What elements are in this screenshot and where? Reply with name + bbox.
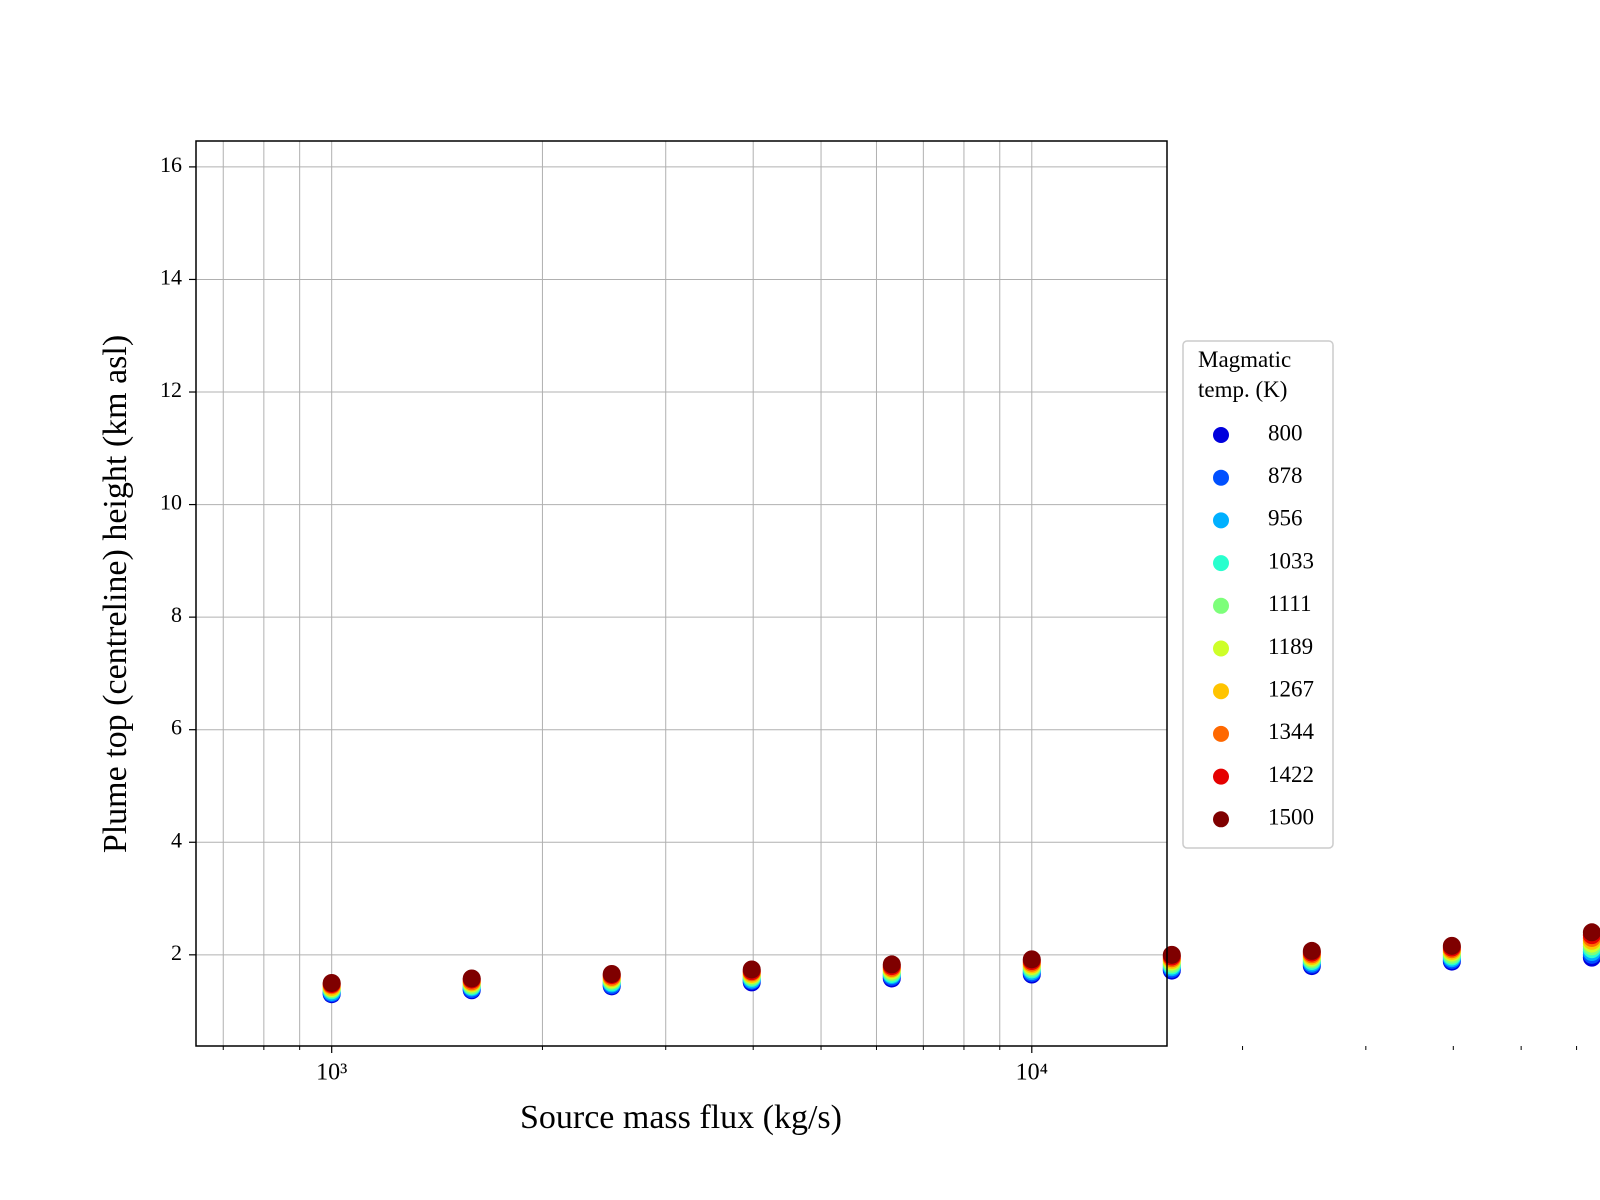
legend-marker <box>1213 512 1229 529</box>
legend-title: Magmatic temp. (K) <box>1198 347 1291 402</box>
legend-label: 956 <box>1268 506 1303 531</box>
y-tick-label: 6 <box>171 715 182 740</box>
legend-marker <box>1213 725 1229 742</box>
grid <box>196 141 1167 1046</box>
legend-label: 1344 <box>1268 719 1315 744</box>
points <box>322 923 1600 1004</box>
legend-label: 878 <box>1268 463 1303 488</box>
y-tick-label: 12 <box>160 377 182 402</box>
y-axis-label: Plume top (centreline) height (km asl) <box>97 335 134 853</box>
legend-label: 800 <box>1268 420 1303 445</box>
legend: Magmatic temp. (K) 800 878 956 1033 1111 1189 12… <box>1198 347 1315 829</box>
y-tick-label: 10 <box>160 490 182 515</box>
legend-title-line: temp. (K) <box>1198 377 1287 402</box>
legend-label: 1422 <box>1268 762 1314 787</box>
y-tick-label: 8 <box>171 602 182 627</box>
legend-marker <box>1213 427 1229 443</box>
y-tick-label: 14 <box>160 264 182 289</box>
point <box>1582 923 1600 942</box>
legend-marker <box>1213 555 1229 572</box>
plot-frame <box>195 140 1168 1047</box>
legend-label: 1500 <box>1268 805 1314 830</box>
point <box>1022 950 1041 969</box>
legend-marker <box>1213 768 1229 785</box>
legend-label: 1189 <box>1268 634 1313 659</box>
legend-marker <box>1213 811 1229 828</box>
legend-label: 1267 <box>1268 676 1314 701</box>
point <box>742 960 761 979</box>
point <box>462 969 481 988</box>
legend-title-line: Magmatic <box>1198 347 1291 372</box>
legend-box <box>1182 340 1334 849</box>
point <box>1162 945 1181 964</box>
legend-marker <box>1213 597 1229 614</box>
legend-marker <box>1213 469 1229 486</box>
x-axis-label: Source mass flux (kg/s) <box>520 1099 842 1136</box>
legend-marker <box>1213 640 1229 657</box>
x-tick-label: 10⁴ <box>1016 1060 1048 1086</box>
axes: 10³10⁴10⁵10⁶10⁷246810121416 <box>160 152 1578 1086</box>
legend-label: 1033 <box>1268 548 1314 573</box>
point <box>602 964 621 983</box>
x-tick-label: 10³ <box>316 1060 347 1086</box>
y-tick-label: 16 <box>160 152 182 177</box>
y-tick-label: 4 <box>171 827 182 852</box>
point <box>322 973 341 992</box>
point <box>1302 941 1321 960</box>
point <box>882 955 901 974</box>
legend-marker <box>1213 683 1229 700</box>
point <box>1442 936 1461 955</box>
y-tick-label: 2 <box>171 940 182 965</box>
legend-label: 1111 <box>1268 591 1311 616</box>
